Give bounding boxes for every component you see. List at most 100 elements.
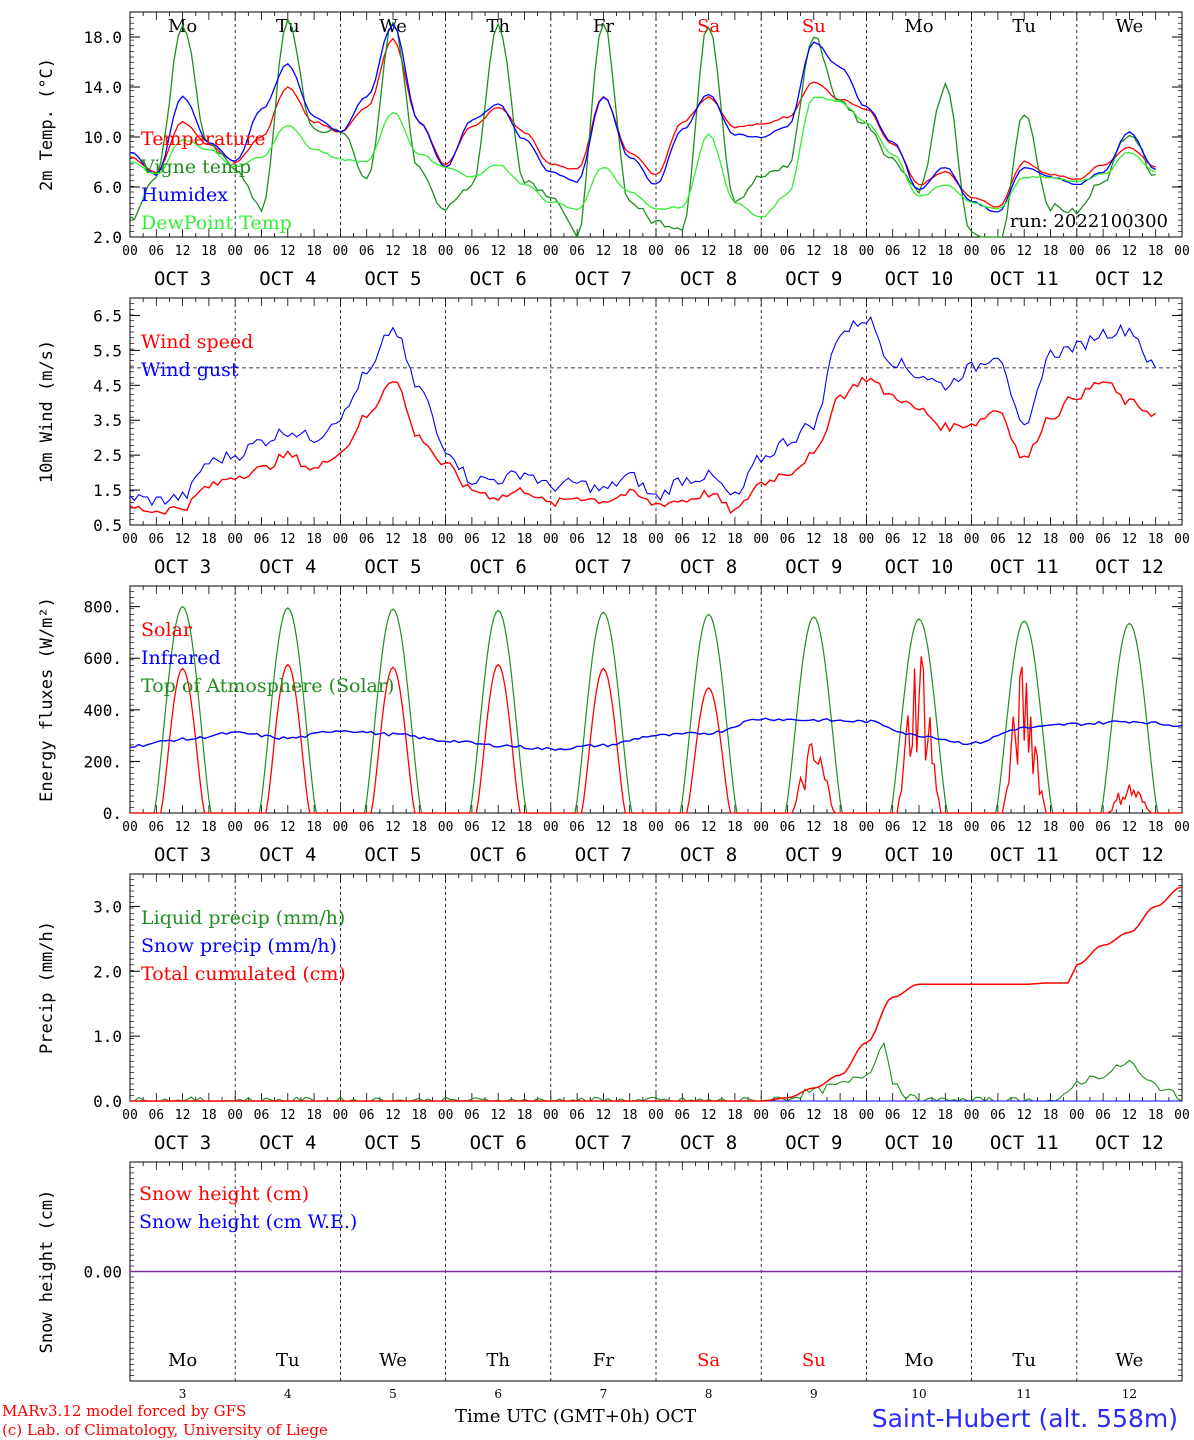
hour-tick-label: 18 [937, 532, 953, 547]
hour-tick-label: 12 [490, 532, 506, 547]
hour-tick-label: 06 [569, 820, 585, 835]
hour-tick-label: 12 [1016, 1108, 1032, 1123]
series-wind-speed [129, 376, 1157, 515]
y-tick-label: 0.0 [93, 1092, 122, 1111]
day-number-label: 4 [284, 1387, 292, 1401]
hour-tick-label: 18 [727, 820, 743, 835]
legend-item: Solar [141, 619, 193, 641]
hour-tick-label: 06 [359, 1108, 375, 1123]
weekday-label: Fr [593, 1350, 614, 1371]
hour-tick-label: 18 [622, 820, 638, 835]
hour-tick-label: 00 [333, 532, 349, 547]
y-tick-label: 2.0 [93, 228, 122, 247]
y-tick-label: 200. [83, 752, 122, 771]
hour-tick-label: 18 [517, 244, 533, 259]
series-vigne-temp [129, 18, 1156, 239]
hour-tick-label: 12 [596, 820, 612, 835]
station-name: Saint-Hubert (alt. 558m) [871, 1404, 1178, 1433]
hour-tick-label: 18 [411, 244, 427, 259]
date-label: OCT 6 [470, 556, 527, 578]
hour-tick-label: 06 [780, 820, 796, 835]
panel-frame-1 [129, 11, 1183, 238]
hour-tick-label: 18 [622, 532, 638, 547]
date-label: OCT 12 [1095, 1132, 1164, 1154]
hour-tick-label: 18 [1043, 532, 1059, 547]
date-label: OCT 11 [990, 1132, 1059, 1154]
hour-tick-label: 00 [1174, 1108, 1190, 1123]
hour-tick-label: 18 [1043, 820, 1059, 835]
hour-tick-label: 00 [1174, 820, 1190, 835]
y-tick-label: 18.0 [83, 28, 122, 47]
day-number-label: 8 [705, 1387, 713, 1401]
y-tick-label: 3.0 [93, 897, 122, 916]
hour-tick-label: 06 [148, 1108, 164, 1123]
hour-tick-label: 12 [280, 820, 296, 835]
hour-tick-label: 12 [701, 532, 717, 547]
hour-tick-label: 00 [543, 532, 559, 547]
hour-tick-label: 12 [701, 820, 717, 835]
weekday-label: Mo [168, 1350, 197, 1371]
hour-tick-label: 18 [517, 1108, 533, 1123]
hour-tick-label: 06 [1095, 532, 1111, 547]
hour-tick-label: 12 [1016, 532, 1032, 547]
weekday-label: We [379, 16, 407, 37]
hour-tick-label: 18 [201, 1108, 217, 1123]
hour-tick-label: 06 [780, 532, 796, 547]
series-wind-gust [129, 316, 1157, 507]
hour-tick-label: 06 [359, 532, 375, 547]
weekday-label: Mo [904, 16, 933, 37]
weekday-label: Fr [593, 16, 614, 37]
hour-tick-label: 00 [1069, 1108, 1085, 1123]
hour-tick-label: 12 [911, 244, 927, 259]
hour-tick-label: 12 [385, 1108, 401, 1123]
hour-tick-label: 06 [990, 532, 1006, 547]
hour-tick-label: 12 [175, 820, 191, 835]
lab-credit: (c) Lab. of Climatology, University of L… [2, 1421, 328, 1439]
hour-tick-label: 06 [990, 244, 1006, 259]
date-label: OCT 8 [680, 844, 737, 866]
date-label: OCT 9 [785, 1132, 842, 1154]
hour-tick-label: 06 [464, 532, 480, 547]
hour-tick-label: 12 [280, 1108, 296, 1123]
hour-tick-label: 12 [806, 244, 822, 259]
date-label: OCT 5 [364, 1132, 421, 1154]
hour-tick-label: 12 [911, 820, 927, 835]
y-axis-label: Energy fluxes (W/m²) [37, 597, 57, 802]
hour-tick-label: 00 [438, 244, 454, 259]
day-number-label: 5 [389, 1387, 397, 1401]
date-label: OCT 11 [990, 844, 1059, 866]
hour-tick-label: 18 [1148, 532, 1164, 547]
hour-tick-label: 12 [385, 532, 401, 547]
hour-tick-label: 00 [543, 244, 559, 259]
hour-tick-label: 06 [359, 244, 375, 259]
hour-tick-label: 00 [122, 244, 138, 259]
date-label: OCT 6 [470, 844, 527, 866]
hour-tick-label: 00 [753, 244, 769, 259]
hour-tick-label: 06 [148, 532, 164, 547]
hour-tick-label: 18 [306, 532, 322, 547]
y-tick-label: 4.5 [93, 376, 122, 395]
hour-tick-label: 12 [911, 532, 927, 547]
hour-tick-label: 18 [201, 244, 217, 259]
y-tick-label: 14.0 [83, 78, 122, 97]
series-humidex [129, 23, 1157, 213]
date-label: OCT 3 [154, 844, 211, 866]
y-tick-label: 10.0 [83, 128, 122, 147]
date-label: OCT 5 [364, 556, 421, 578]
date-label: OCT 3 [154, 1132, 211, 1154]
weekday-label: Tu [1012, 1350, 1036, 1371]
hour-tick-label: 18 [727, 532, 743, 547]
y-tick-label: 5.5 [93, 341, 122, 360]
hour-tick-label: 18 [622, 1108, 638, 1123]
hour-tick-label: 06 [569, 244, 585, 259]
hour-tick-label: 18 [1043, 1108, 1059, 1123]
hour-tick-label: 12 [175, 244, 191, 259]
hour-tick-label: 06 [990, 1108, 1006, 1123]
day-number-label: 9 [810, 1387, 818, 1401]
legend-item: Liquid precip (mm/h) [141, 907, 345, 929]
hour-tick-label: 18 [937, 244, 953, 259]
legend-item: Humidex [141, 184, 228, 206]
hour-tick-label: 06 [569, 1108, 585, 1123]
hour-tick-label: 12 [701, 1108, 717, 1123]
weekday-label: Su [802, 16, 826, 37]
